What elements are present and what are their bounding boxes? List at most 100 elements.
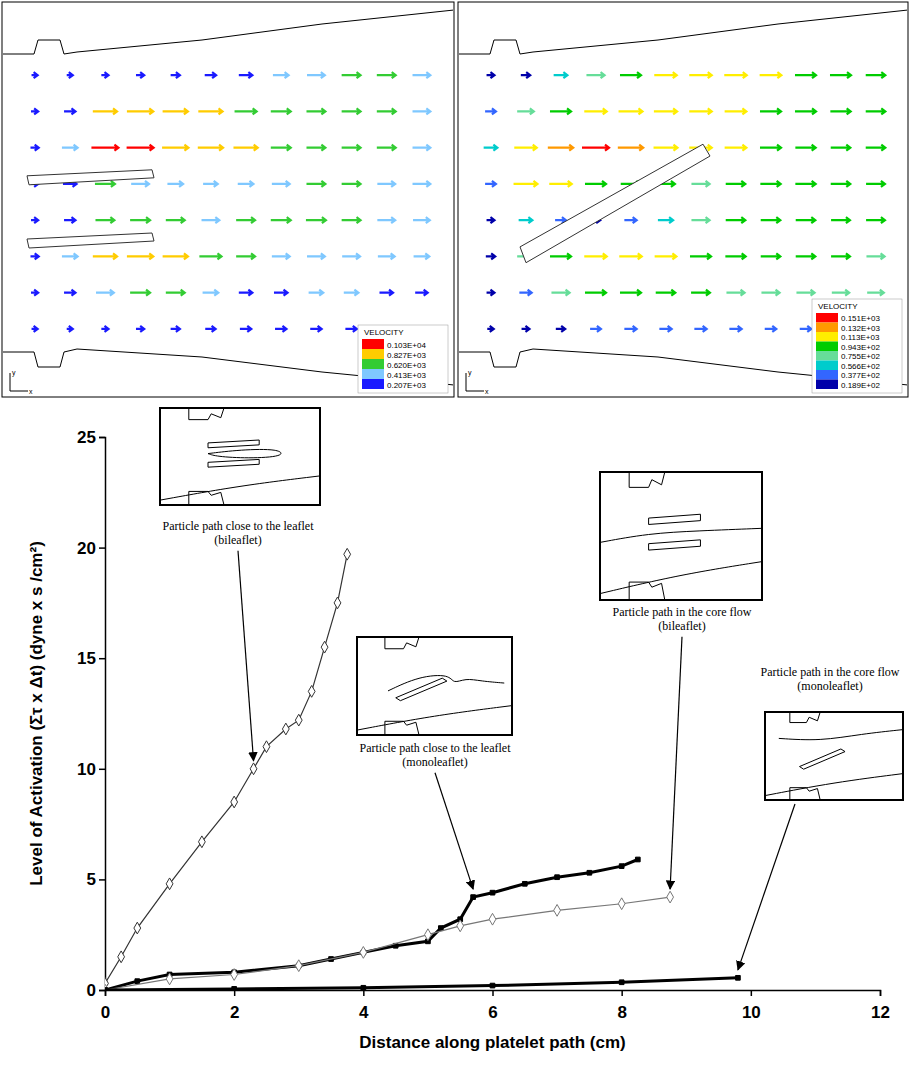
series-marker: [619, 980, 624, 985]
velocity-arrow: [795, 145, 815, 151]
x-axis-line: [106, 991, 881, 997]
velocity-arrow: [162, 145, 188, 151]
velocity-arrow: [521, 72, 530, 78]
axis-triad: yx: [10, 369, 33, 395]
tick-label: 20: [77, 539, 96, 558]
velocity-arrow: [307, 72, 325, 78]
colorbar-swatch: [816, 361, 838, 371]
colorbar-title: VELOCITY: [818, 302, 858, 311]
inset-housing: [385, 637, 419, 649]
colorbar-label: 0.377E+02: [841, 371, 880, 380]
colorbar-label: 0.413E+03: [387, 371, 426, 380]
velocity-arrow: [691, 181, 709, 187]
velocity-arrow: [166, 217, 185, 223]
velocity-arrow: [236, 253, 255, 259]
tick-label: 15: [77, 649, 96, 668]
velocity-arrow: [93, 108, 117, 114]
velocity-arrow: [32, 326, 38, 332]
colorbar-label: 0.207E+03: [387, 381, 426, 390]
velocity-arrow: [514, 145, 536, 151]
inset-particle-path: [600, 528, 762, 542]
velocity-arrow: [689, 72, 711, 78]
velocity-arrow: [487, 217, 495, 223]
series-marker: [522, 881, 527, 886]
velocity-arrow: [275, 326, 286, 332]
colorbar-swatch: [816, 313, 838, 323]
velocity-arrow: [64, 290, 75, 296]
velocity-arrow: [549, 181, 571, 187]
y-axis: 0510152025: [77, 428, 105, 1000]
velocity-arrow: [487, 326, 493, 332]
series-marker: [471, 895, 476, 900]
velocity-arrow: [760, 72, 782, 78]
annotation: Particle path close to the leaflet(bilea…: [163, 519, 315, 547]
velocity-arrow: [240, 326, 251, 332]
tick: 6: [488, 990, 497, 1022]
velocity-arrow: [306, 217, 326, 223]
tick: 25: [77, 428, 105, 447]
velocity-arrow: [831, 145, 851, 151]
tick-mark: [363, 990, 365, 996]
velocity-arrow: [413, 145, 431, 151]
inset: [357, 637, 512, 735]
figure: yxVELOCITY0.103E+040.827E+030.620E+030.4…: [0, 0, 911, 1065]
series-marker: [250, 763, 257, 775]
colorbar-label: 0.113E+03: [841, 333, 880, 342]
series-marker: [134, 922, 141, 934]
velocity-arrow: [64, 108, 75, 114]
velocity-arrow: [271, 145, 291, 151]
velocity-arrow: [690, 253, 711, 259]
colorbar-swatch: [362, 339, 384, 349]
series-marker: [667, 891, 674, 903]
series-marker: [166, 973, 173, 985]
velocity-arrow: [342, 253, 360, 259]
x-axis: 024681012: [101, 990, 890, 1022]
velocity-arrow: [487, 72, 495, 78]
velocity-arrow: [514, 181, 538, 187]
velocity-arrow: [96, 290, 114, 296]
velocity-arrow: [413, 181, 431, 187]
tick-label: 10: [77, 760, 96, 779]
velocity-arrow: [342, 181, 361, 187]
velocity-arrow: [203, 290, 219, 296]
tick: 5: [87, 870, 105, 889]
inset-leaflet: [208, 440, 259, 448]
velocity-arrow: [584, 108, 606, 114]
tick: 10: [77, 760, 105, 779]
inset-housing: [189, 491, 224, 505]
series-line: [105, 859, 638, 990]
velocity-arrow: [725, 145, 747, 151]
colorbar-swatch: [816, 370, 838, 380]
velocity-arrow: [93, 253, 117, 259]
tick-label: 6: [488, 1003, 497, 1022]
colorbar-label: 0.151E+03: [841, 314, 880, 323]
velocity-arrow: [689, 108, 711, 114]
velocity-arrow: [235, 108, 257, 114]
inset-housing: [189, 408, 224, 420]
velocity-arrow: [761, 290, 779, 296]
velocity-arrow: [95, 217, 114, 223]
leaflet: [520, 144, 710, 263]
series-marker: [736, 975, 741, 980]
series-marker: [438, 926, 443, 931]
annotation: Particle path close to the leaflet(monol…: [360, 741, 512, 769]
series-marker: [344, 548, 351, 560]
tick-mark: [492, 990, 494, 996]
velocity-arrow: [726, 290, 744, 296]
leaflet: [27, 170, 154, 185]
inset-wall-curve: [160, 476, 320, 500]
inset-housing: [385, 721, 419, 735]
velocity-arrow: [131, 181, 149, 187]
leaflet: [27, 233, 154, 248]
tick-mark: [751, 990, 753, 996]
tick: 10: [742, 990, 761, 1022]
housing-wall: [3, 10, 453, 54]
annotation-arrow: [238, 551, 254, 761]
x-axis-title: Distance along platelet path (cm): [359, 1033, 625, 1052]
velocity-arrow: [205, 72, 216, 78]
velocity-arrow: [761, 253, 781, 259]
velocity-arrow: [760, 145, 781, 151]
velocity-arrow: [272, 181, 290, 187]
velocity-arrow: [519, 217, 533, 223]
axis-triad: yx: [466, 369, 489, 395]
